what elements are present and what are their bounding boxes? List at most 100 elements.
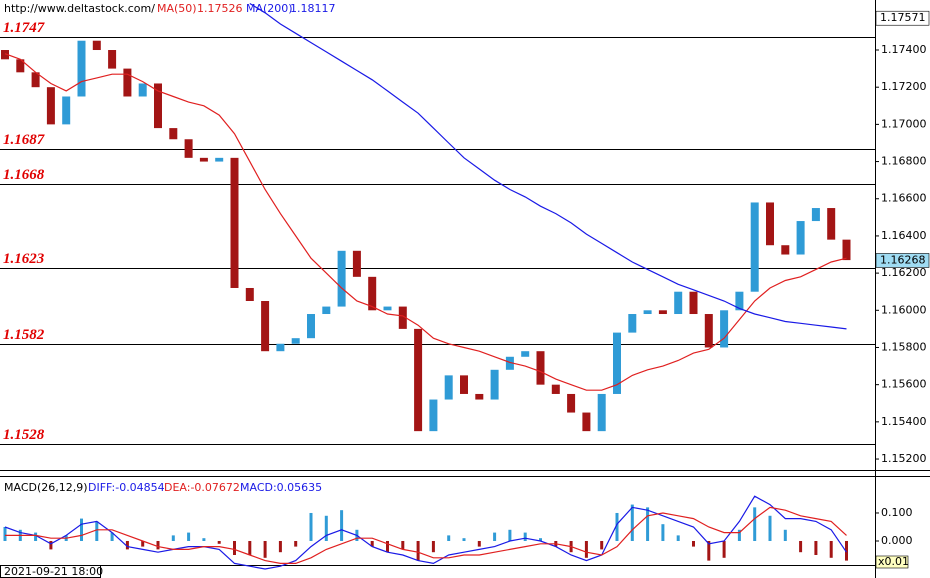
candle [536,351,545,385]
macd-bar [722,540,726,558]
macd-bar [156,540,160,550]
macd-bar [737,529,741,541]
macd-bar [34,532,38,541]
candle [750,202,759,292]
macd-bar [814,540,818,555]
candle [796,221,805,255]
candle [827,208,836,240]
candle [368,276,377,311]
scale-box [875,555,909,569]
macd-readout: DEA:-0.07672 [164,481,240,494]
y-tick-label: 0.100 [881,506,913,519]
macd-bar [431,540,435,553]
candle [46,87,55,125]
level-label: 1.1687 [3,132,45,148]
macd-bar [416,540,420,561]
candle [658,310,667,315]
macd-bar [615,512,619,541]
candle [154,83,162,129]
macd-bar [477,540,481,547]
macd-bar [646,507,650,541]
y-tick-label: 1.16400 [881,229,927,242]
candle [62,96,71,125]
y-tick-label: 0.000 [881,534,913,547]
macd-bar [768,515,772,541]
macd-bar [462,538,466,541]
macd-bar [845,540,848,561]
macd-bar [829,540,833,558]
macd-bar [707,540,711,561]
source-url: http://www.deltastock.com/ [4,2,155,15]
candle [551,384,560,394]
y-tick-label: 1.15200 [881,452,927,465]
candle [215,157,224,162]
ma-value: 1.18117 [290,2,336,15]
macd-bar [263,540,267,558]
macd-bar [80,518,83,541]
macd-bar [401,540,405,550]
candle [414,328,423,432]
macd-bar [676,535,680,541]
candle [582,412,591,432]
ma-name: MA(200) [246,2,293,15]
macd-bar [110,532,114,541]
candle [521,351,530,357]
price-mark-box [875,253,930,268]
price-mark-label: 1.16268 [880,253,926,266]
macd-bar [324,515,328,541]
macd-bar [217,540,221,544]
candle [230,157,239,288]
candle [704,314,713,348]
diff-line [4,495,847,570]
candle [123,68,132,97]
macd-bar [692,540,695,547]
candle [138,83,147,97]
candle [460,375,468,394]
macd-bar [753,507,757,541]
candle [597,393,606,432]
candle [811,208,820,222]
dea-line [5,506,847,564]
candle [291,338,300,344]
level-label: 1.1582 [3,327,45,343]
macd-bar [508,529,512,541]
candle [735,291,744,311]
candle [429,399,438,432]
candle [383,306,392,311]
level-label: 1.1747 [3,20,45,36]
macd-bar [171,535,175,541]
macd-bar [783,529,787,541]
macd-readout: MACD:0.05635 [240,481,322,494]
candle [199,157,208,162]
macd-readout: DIFF:-0.04854 [88,481,165,494]
candle [352,250,361,277]
candle [398,306,407,329]
macd-bar [278,540,282,553]
y-tick-label: 1.16000 [881,303,927,316]
macd-bar [141,540,145,547]
macd-bar [493,532,497,541]
candle [720,310,729,348]
macd-bar [661,524,665,541]
y-tick-label: 1.17400 [881,43,927,56]
macd-bar [309,512,313,541]
candle [77,40,86,97]
candle [781,245,790,255]
candle [108,50,117,69]
macd-bar [584,540,588,558]
macd-bar [630,504,634,541]
macd-bar [233,540,236,555]
candle [505,356,514,370]
macd-bar [187,532,191,541]
macd-bar [386,540,389,553]
y-tick-label: 1.17200 [881,80,927,93]
macd-bar [370,540,374,547]
candle [766,202,774,246]
candle [490,369,499,400]
macd-bar [523,532,527,541]
y-tick-label: 1.15400 [881,415,927,428]
candle [307,314,315,339]
macd-title: MACD(26,12,9) [4,481,88,494]
y-tick-label: 1.16200 [881,266,927,279]
